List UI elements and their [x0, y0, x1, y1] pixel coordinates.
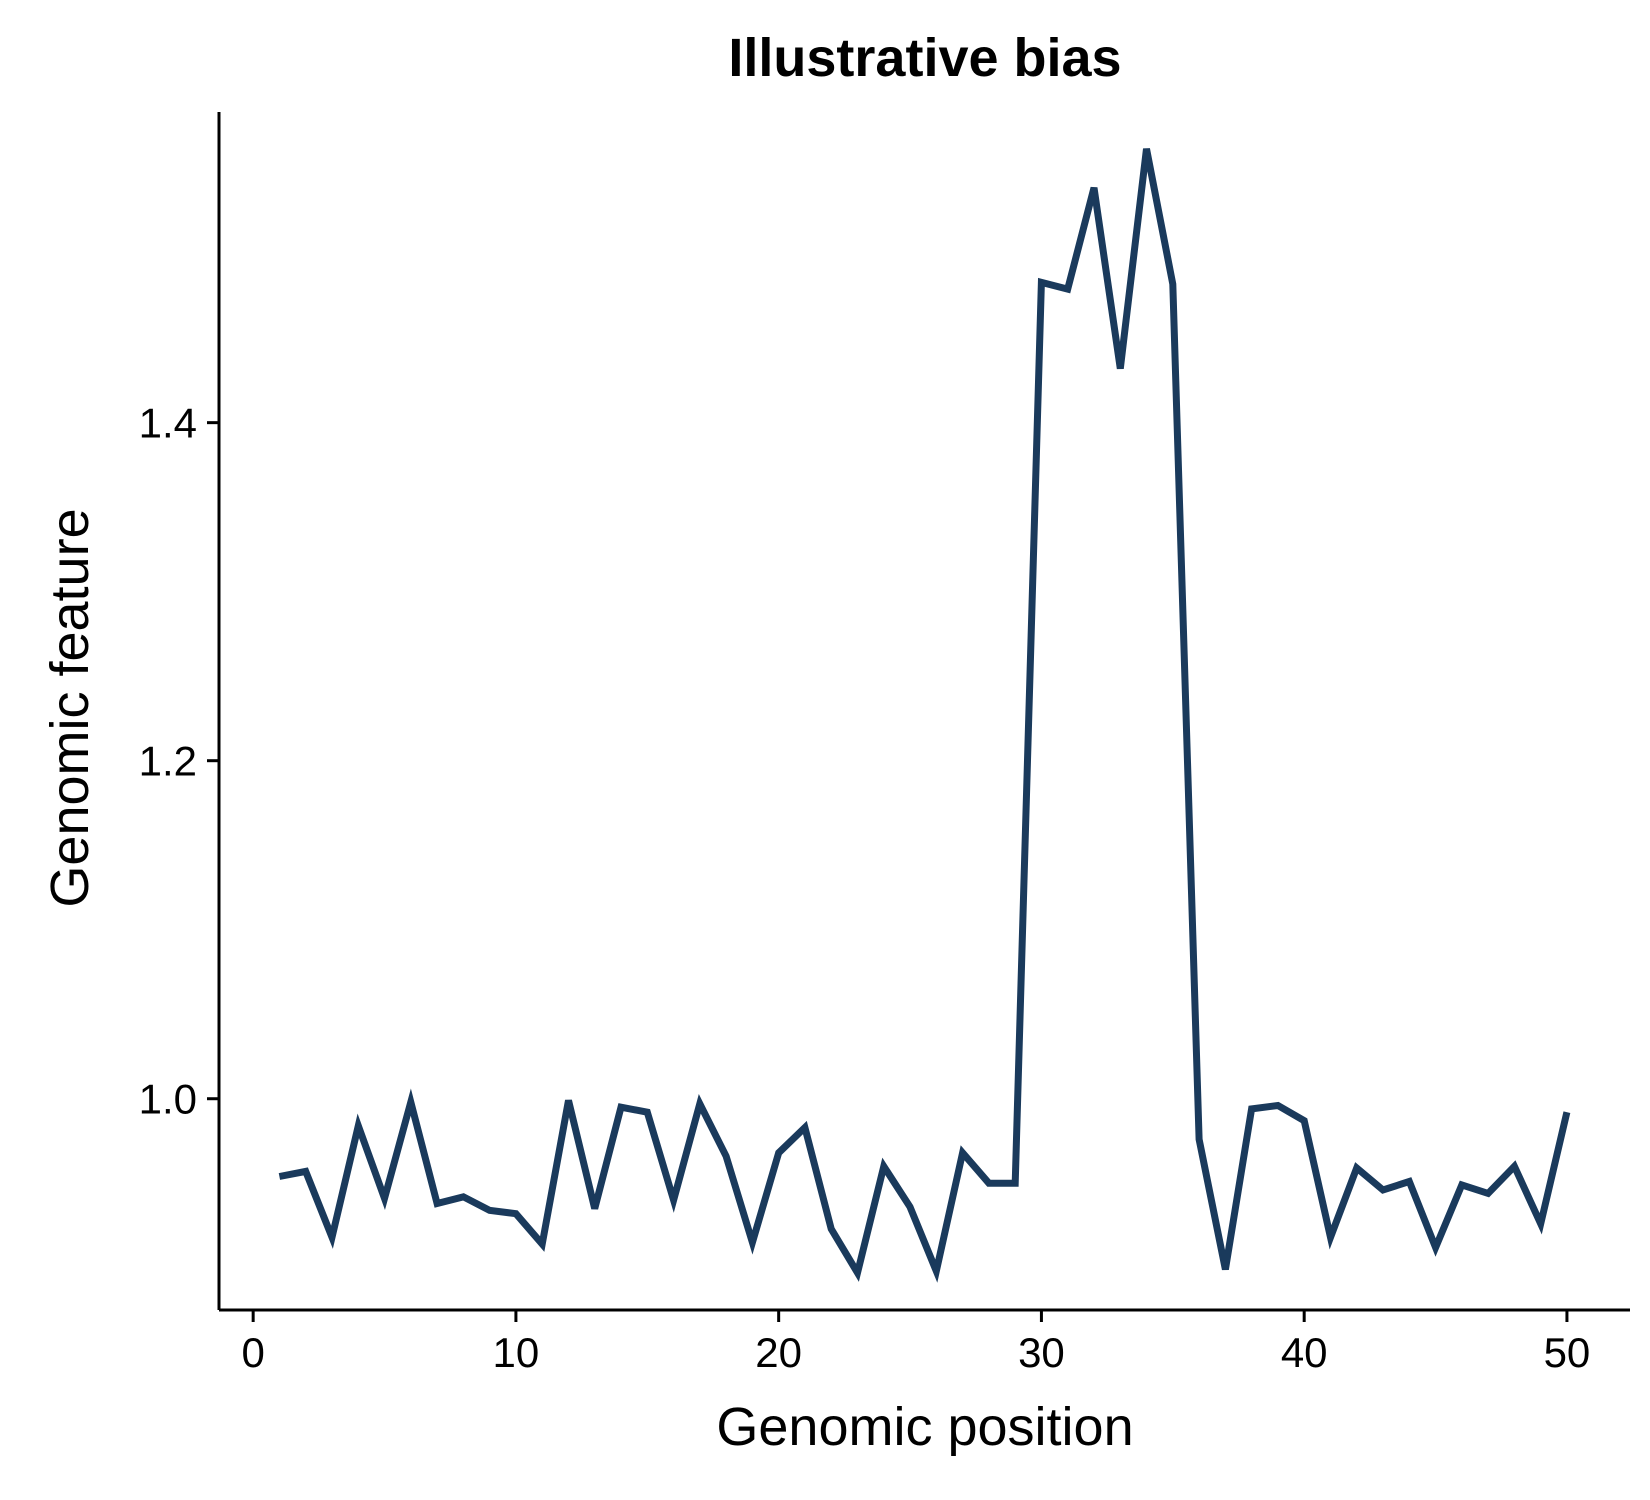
plot-area: 0 10 20 30 40 50 1.0 1.2 1.4	[139, 112, 1630, 1376]
x-tick-label: 40	[1281, 1329, 1328, 1376]
x-tick-label: 50	[1544, 1329, 1591, 1376]
x-axis-label: Genomic position	[716, 1397, 1133, 1457]
x-tick-label: 10	[493, 1329, 540, 1376]
chart-title: Illustrative bias	[728, 28, 1121, 88]
x-tick-label: 30	[1018, 1329, 1065, 1376]
y-axis-label: Genomic feature	[40, 508, 100, 907]
y-tick-label: 1.0	[139, 1076, 197, 1123]
x-tick-label: 20	[755, 1329, 802, 1376]
x-tick-label: 0	[241, 1329, 264, 1376]
y-tick-label: 1.2	[139, 738, 197, 785]
series-line	[278, 148, 1571, 1283]
y-tick-label: 1.4	[139, 400, 197, 447]
